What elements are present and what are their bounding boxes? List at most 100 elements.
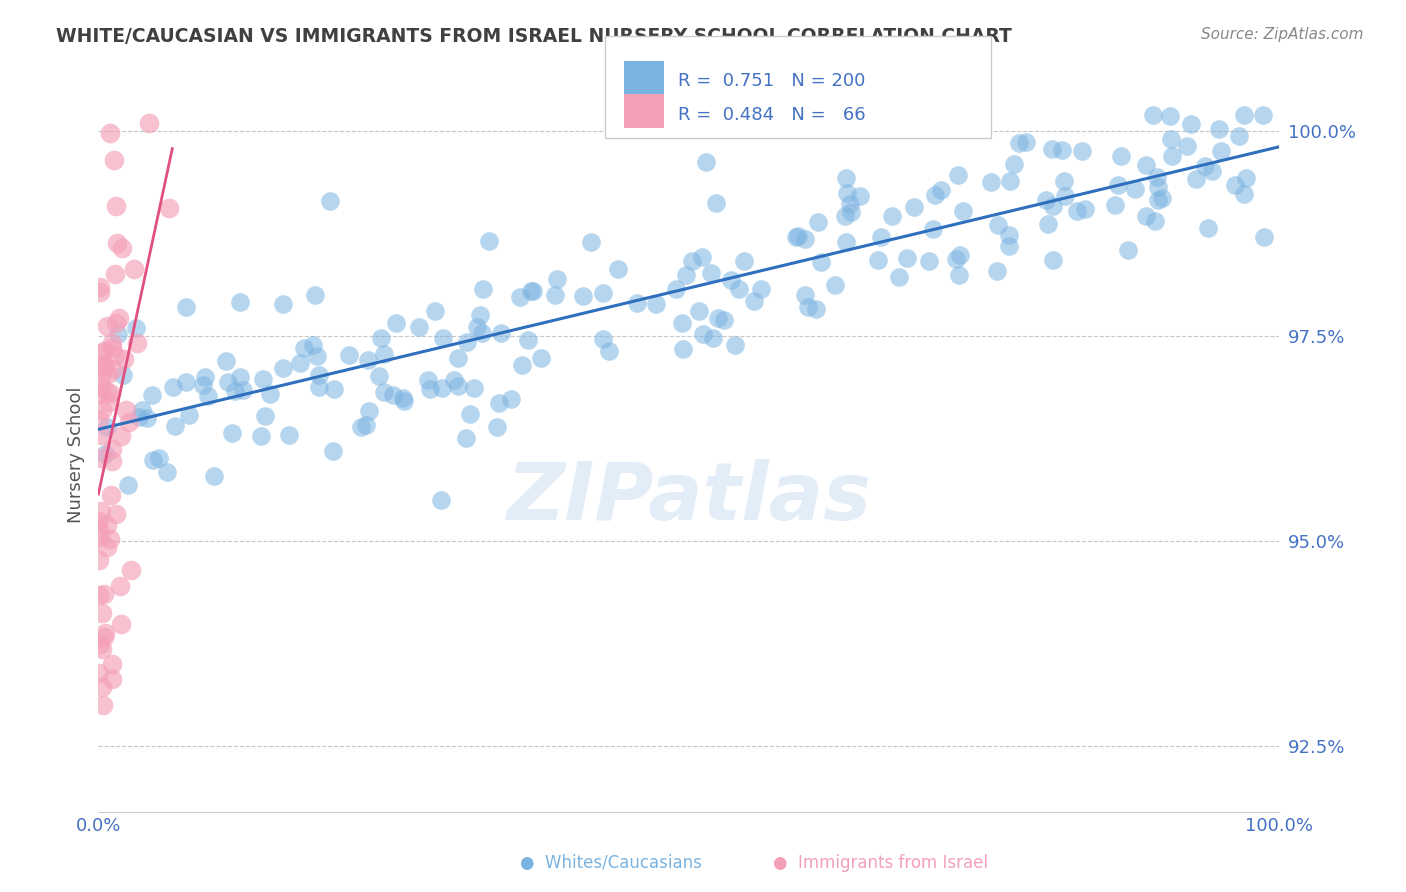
Point [522,284,544,298]
Point [728,283,751,297]
Point [125,335,148,350]
Point [841,205,863,219]
Y-axis label: Nursery School: Nursery School [67,386,86,524]
Point [690,251,713,265]
Point [598,344,620,359]
Point [742,293,765,308]
Point [308,380,330,394]
Point [87,360,110,375]
Point [215,354,238,368]
Point [288,356,311,370]
Point [271,360,294,375]
Point [96,385,118,400]
Point [157,201,180,215]
Point [98,386,121,401]
Point [794,288,817,302]
Point [191,378,214,392]
Point [250,429,273,443]
Point [115,403,138,417]
Point [1036,217,1059,231]
Point [704,196,727,211]
Point [96,318,118,333]
Point [117,478,139,492]
Point [165,419,187,434]
Point [118,415,141,429]
Point [1223,178,1246,193]
Point [302,337,325,351]
Point [105,199,128,213]
Point [350,420,373,434]
Point [93,698,115,712]
Point [90,681,112,695]
Point [1253,229,1275,244]
Point [592,332,614,346]
Point [93,359,115,374]
Point [93,343,115,358]
Point [89,665,111,680]
Point [1135,209,1157,223]
Point [104,267,127,281]
Point [1150,190,1173,204]
Point [232,383,254,397]
Point [107,326,129,341]
Point [98,127,121,141]
Point [108,579,131,593]
Point [724,338,747,352]
Point [292,341,315,355]
Point [105,235,128,250]
Point [700,266,723,280]
Point [101,341,124,355]
Point [87,553,110,567]
Point [197,389,219,403]
Point [488,396,510,410]
Point [787,228,810,243]
Point [1040,142,1063,156]
Point [866,252,889,267]
Point [1234,171,1257,186]
Point [707,311,730,326]
Point [416,373,439,387]
Point [499,392,522,406]
Point [1002,156,1025,170]
Point [870,230,893,244]
Text: WHITE/CAUCASIAN VS IMMIGRANTS FROM ISRAEL NURSERY SCHOOL CORRELATION CHART: WHITE/CAUCASIAN VS IMMIGRANTS FROM ISRAE… [56,27,1012,45]
Point [1042,199,1064,213]
Point [948,268,970,282]
Point [509,290,531,304]
Point [592,286,614,301]
Point [1211,144,1233,158]
Point [1000,174,1022,188]
Point [465,320,488,334]
Point [90,346,112,360]
Point [131,402,153,417]
Point [87,386,110,401]
Point [1201,163,1223,178]
Point [510,358,533,372]
Point [221,425,243,440]
Point [447,379,470,393]
Point [1074,202,1097,216]
Point [112,351,135,366]
Point [124,321,146,335]
Point [486,420,509,434]
Point [626,296,648,310]
Point [89,412,111,426]
Point [419,382,441,396]
Point [1208,122,1230,136]
Point [1160,132,1182,146]
Point [308,368,330,382]
Point [252,372,274,386]
Point [304,287,326,301]
Point [90,380,112,394]
Point [323,382,346,396]
Point [665,281,688,295]
Point [89,280,111,294]
Point [607,261,630,276]
Point [392,391,415,405]
Point [835,235,858,249]
Point [104,348,127,362]
Point [432,381,454,395]
Point [952,203,974,218]
Point [96,540,118,554]
Point [1066,203,1088,218]
